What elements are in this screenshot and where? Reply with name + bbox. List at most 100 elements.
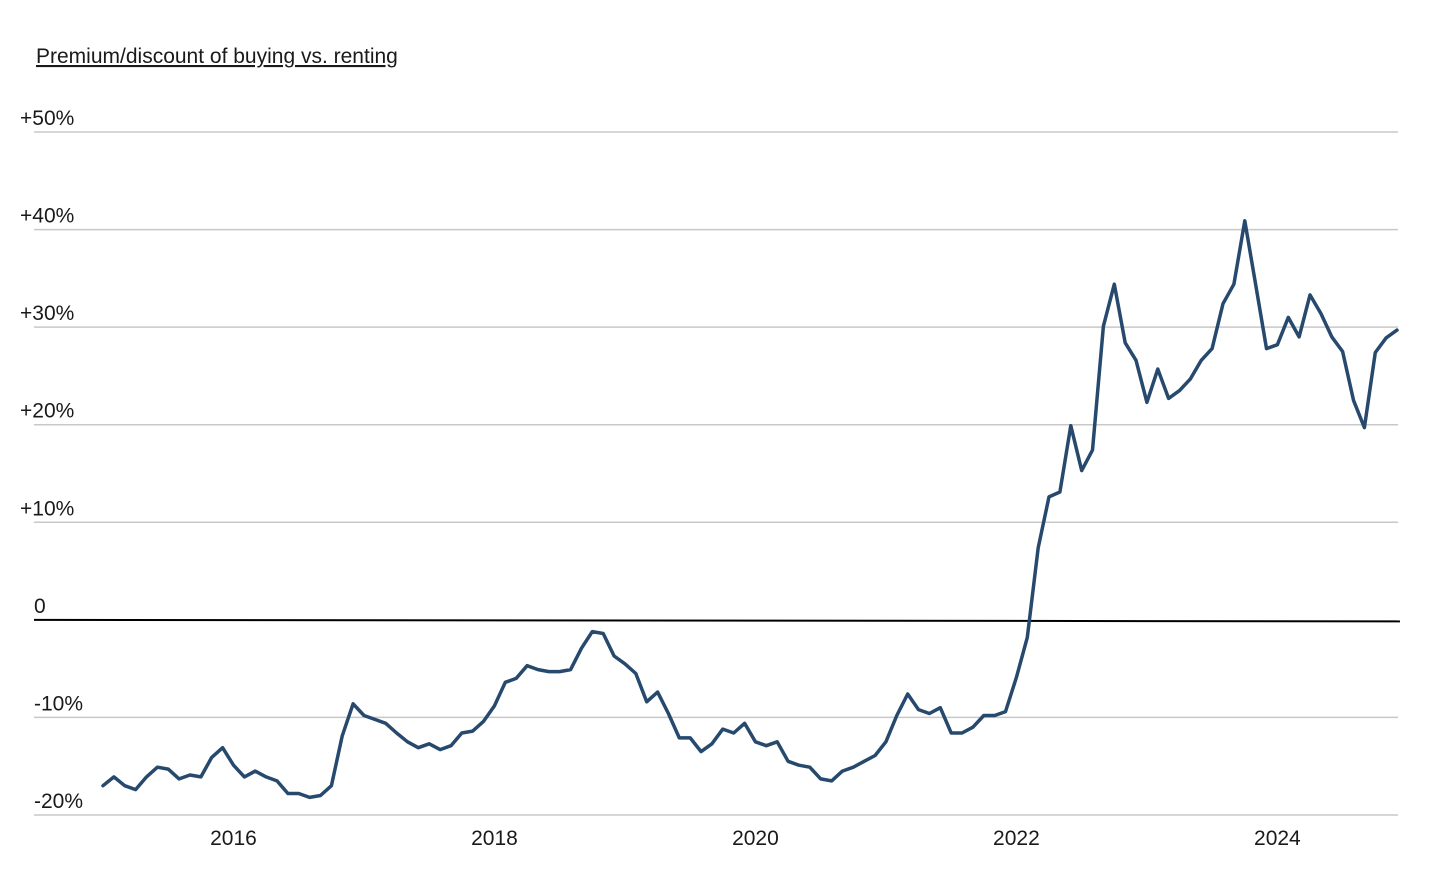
data-point	[797, 764, 800, 767]
data-point	[232, 764, 235, 767]
y-tick-label: +30%	[20, 302, 74, 325]
data-point	[1287, 316, 1290, 319]
data-point	[210, 756, 213, 759]
data-point	[471, 730, 474, 733]
data-point	[993, 714, 996, 717]
data-point	[754, 740, 757, 743]
data-point	[1200, 359, 1203, 362]
data-point	[732, 732, 735, 735]
data-point	[710, 742, 713, 745]
data-point	[1167, 397, 1170, 400]
data-point	[819, 777, 822, 780]
data-point	[482, 720, 485, 723]
data-point	[689, 736, 692, 739]
data-point	[1135, 359, 1138, 362]
data-point	[1396, 329, 1399, 332]
data-point	[917, 708, 920, 711]
data-point	[1254, 283, 1257, 286]
data-point	[1232, 283, 1235, 286]
data-point	[895, 714, 898, 717]
data-point	[580, 647, 583, 650]
x-tick-label: 2024	[1254, 827, 1301, 850]
series-layer	[101, 219, 1399, 800]
data-point	[787, 760, 790, 763]
data-point	[243, 775, 246, 778]
y-tick-label: +20%	[20, 400, 74, 423]
data-point	[1102, 325, 1105, 328]
data-point	[134, 788, 137, 791]
data-point	[1319, 312, 1322, 315]
data-point	[1080, 469, 1083, 472]
data-point	[460, 732, 463, 735]
data-point	[874, 754, 877, 757]
data-point	[493, 704, 496, 707]
data-point	[145, 775, 148, 778]
data-point	[961, 732, 964, 735]
data-point	[645, 700, 648, 703]
x-tick-label: 2022	[993, 827, 1040, 850]
data-point	[199, 775, 202, 778]
data-point	[330, 784, 333, 787]
data-point	[971, 726, 974, 729]
data-point	[319, 794, 322, 797]
data-point	[112, 775, 115, 778]
y-tick-label: 0	[34, 595, 46, 618]
data-point	[167, 768, 170, 771]
data-point	[1124, 341, 1127, 344]
data-point	[1330, 335, 1333, 338]
data-point	[1069, 424, 1072, 427]
data-point	[1385, 336, 1388, 339]
data-point	[1058, 491, 1061, 494]
data-point	[1091, 449, 1094, 452]
data-point	[928, 712, 931, 715]
zero-line	[33, 618, 1401, 623]
data-point	[721, 728, 724, 731]
data-point	[602, 632, 605, 635]
data-point	[254, 770, 257, 773]
data-point	[352, 702, 355, 705]
data-point	[341, 735, 344, 738]
data-point	[678, 736, 681, 739]
data-point	[591, 630, 594, 633]
data-point	[1309, 293, 1312, 296]
data-point	[1156, 368, 1159, 371]
chart-title: Premium/discount of buying vs. renting	[36, 45, 398, 68]
data-point	[950, 732, 953, 735]
data-point	[1048, 495, 1051, 498]
data-point	[504, 681, 507, 684]
data-point	[569, 668, 572, 671]
data-point	[743, 722, 746, 725]
data-point	[1015, 676, 1018, 679]
x-axis-labels: 2016 2018 2020 2022 2024	[210, 827, 1301, 850]
data-point	[450, 744, 453, 747]
data-point	[1341, 350, 1344, 353]
x-tick-label: 2018	[471, 827, 518, 850]
data-point	[526, 664, 529, 667]
data-point	[1222, 302, 1225, 305]
data-point	[439, 748, 442, 751]
y-tick-label: +10%	[20, 497, 74, 520]
data-point	[1178, 389, 1181, 392]
data-point	[189, 774, 192, 777]
data-point	[515, 677, 518, 680]
data-point	[1211, 347, 1214, 350]
data-point	[667, 712, 670, 715]
data-point	[765, 744, 768, 747]
data-point	[700, 750, 703, 753]
data-point	[384, 722, 387, 725]
data-point	[373, 718, 376, 721]
data-point	[634, 672, 637, 675]
data-point	[1265, 347, 1268, 350]
data-point	[830, 779, 833, 782]
y-tick-label: -10%	[34, 692, 83, 715]
data-point	[1189, 377, 1192, 380]
y-tick-label: +40%	[20, 205, 74, 228]
data-point	[428, 742, 431, 745]
x-tick-label: 2020	[732, 827, 779, 850]
data-point	[1026, 636, 1029, 639]
series-line	[101, 219, 1399, 800]
data-point	[297, 792, 300, 795]
data-point	[286, 792, 289, 795]
data-point	[417, 746, 420, 749]
